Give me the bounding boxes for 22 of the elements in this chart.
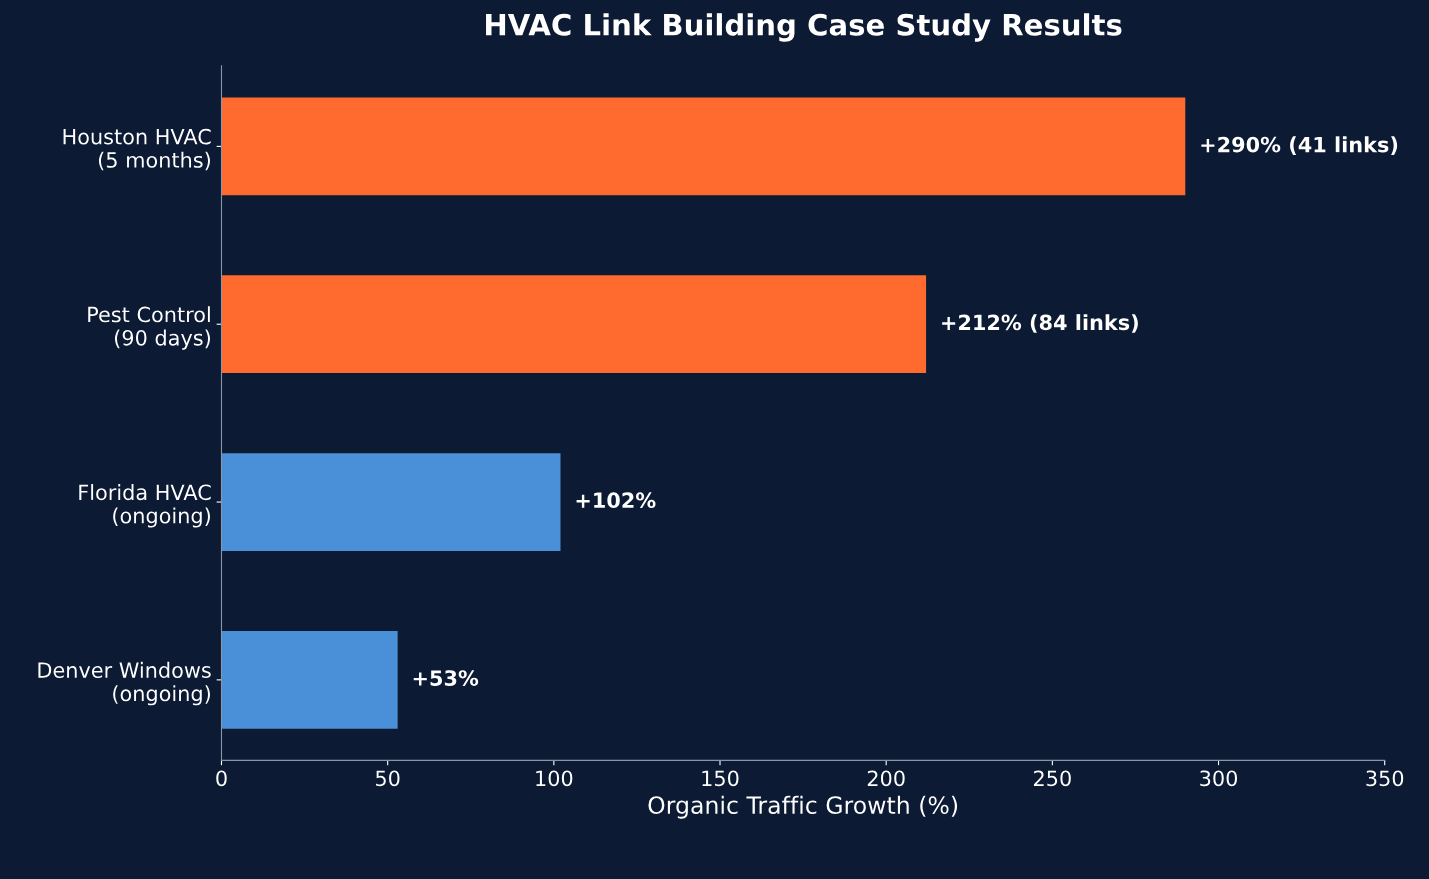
x-tick-label: 300: [1200, 770, 1238, 787]
y-tick-label: Pest Control (90 days): [88, 306, 210, 350]
bar: [221, 97, 1186, 196]
x-tick-label: 350: [1366, 770, 1404, 787]
data-label: +53%: [413, 670, 479, 686]
x-axis-title: Organic Traffic Growth (%): [648, 795, 958, 819]
x-tick-label: 100: [536, 770, 573, 787]
bar: [221, 275, 927, 374]
x-tick-label: 150: [702, 770, 739, 787]
x-tick-label: 200: [867, 770, 905, 787]
chart-title: HVAC Link Building Case Study Results: [486, 13, 1122, 42]
y-tick-label: Florida HVAC (ongoing): [79, 484, 211, 528]
y-tick-label: Houston HVAC (5 months): [63, 128, 211, 171]
bar: [221, 630, 398, 729]
bar: [221, 453, 561, 551]
data-label: +290% (41 links): [1201, 136, 1398, 155]
data-label: +212% (84 links): [942, 314, 1138, 333]
y-tick-label: Denver Windows (ongoing): [38, 661, 211, 706]
x-tick-label: 250: [1034, 770, 1071, 787]
data-label: +102%: [576, 492, 656, 509]
x-tick-label: 50: [376, 770, 400, 787]
x-tick-label: 0: [216, 770, 227, 787]
